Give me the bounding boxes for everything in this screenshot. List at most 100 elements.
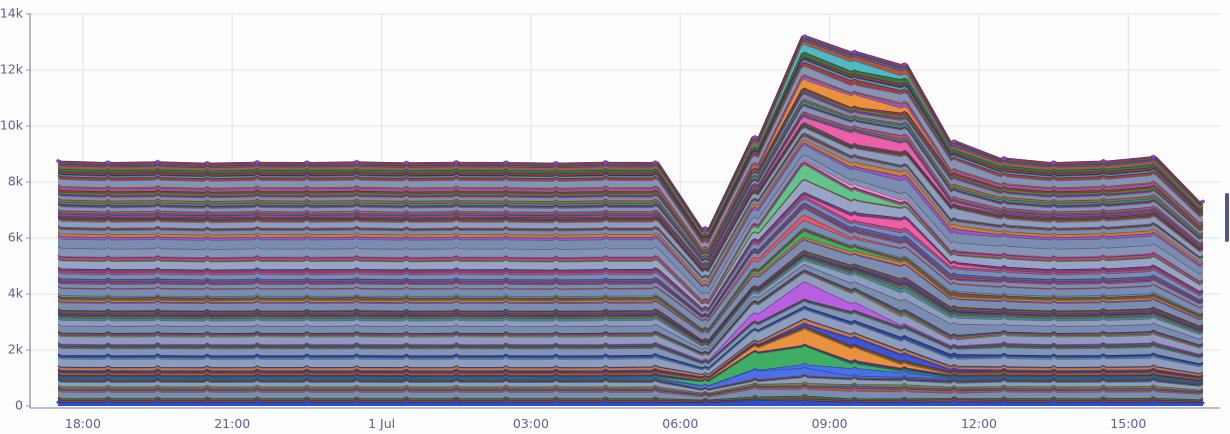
bottom-marker-dot xyxy=(803,399,807,403)
series-boundary-line xyxy=(57,308,1204,371)
area-series xyxy=(58,106,1203,264)
bottom-marker-dot xyxy=(1201,401,1205,405)
series-boundary-line xyxy=(57,127,1204,273)
area-series xyxy=(58,327,1203,380)
area-series xyxy=(58,301,1203,368)
series-boundary-line xyxy=(57,179,1204,305)
series-boundary-line xyxy=(57,164,1204,304)
x-tick-label: 1 Jul xyxy=(368,416,395,431)
top-marker-dot xyxy=(1201,199,1205,204)
series-boundary-line xyxy=(57,255,1204,345)
area-series xyxy=(58,299,1203,365)
bottom-marker-dot xyxy=(56,400,60,404)
series-boundary-line xyxy=(57,381,1204,394)
area-series xyxy=(58,397,1203,403)
top-marker-dot xyxy=(703,226,707,230)
top-marker-dot xyxy=(155,160,160,164)
series-boundary-line xyxy=(57,133,1204,278)
bottom-marker-dot xyxy=(703,401,707,405)
bottom-marker-dot xyxy=(1101,400,1105,404)
area-series xyxy=(58,66,1203,249)
series-boundary-line xyxy=(57,317,1204,375)
x-tick-label: 15:00 xyxy=(1110,416,1146,431)
series-boundary-line xyxy=(57,252,1204,342)
series-boundary-line xyxy=(57,220,1204,322)
series-boundary-line xyxy=(57,323,1204,378)
series-boundary-line xyxy=(57,142,1204,287)
series-boundary-line xyxy=(57,196,1204,311)
bottom-marker-dot xyxy=(1002,400,1006,404)
series-boundary-line xyxy=(57,98,1204,258)
y-tick-label: 8k xyxy=(8,174,24,189)
area-series xyxy=(58,111,1203,265)
series-boundary-line xyxy=(57,281,1204,361)
series-boundary-line xyxy=(57,202,1204,316)
series-boundary-line xyxy=(57,93,1204,256)
y-tick-label: 2k xyxy=(8,342,24,357)
series-boundary-line xyxy=(57,100,1204,259)
series-boundary-line xyxy=(57,61,1204,242)
top-marker-dot xyxy=(1002,156,1006,160)
x-tick-label: 12:00 xyxy=(961,416,997,431)
series-boundary-line xyxy=(57,178,1204,305)
bottom-marker-dot xyxy=(404,400,408,404)
series-boundary-line xyxy=(57,34,1204,229)
series-boundary-line xyxy=(57,318,1204,376)
area-series xyxy=(58,40,1203,235)
area-series xyxy=(58,384,1203,396)
area-series xyxy=(58,62,1203,244)
top-marker-dot xyxy=(504,160,508,165)
series-boundary-line xyxy=(57,51,1204,236)
series-boundary-line xyxy=(57,305,1204,369)
series-boundary-line xyxy=(57,198,1204,313)
x-tick-label: 09:00 xyxy=(812,416,848,431)
series-boundary-line xyxy=(57,78,1204,251)
bottom-marker-dot xyxy=(454,400,458,404)
scrollbar-thumb[interactable] xyxy=(1225,193,1229,242)
series-boundary-line xyxy=(57,91,1204,255)
series-boundary-line xyxy=(57,206,1204,318)
bottom-marker-dot xyxy=(554,400,558,404)
series-boundary-line xyxy=(57,374,1204,391)
area-series xyxy=(58,328,1203,381)
series-boundary-line xyxy=(57,58,1204,240)
series-boundary-line xyxy=(57,239,1204,334)
top-marker-dot xyxy=(454,160,459,164)
area-series xyxy=(58,264,1203,353)
series-boundary-line xyxy=(57,75,1204,250)
top-marker-dot xyxy=(852,50,857,54)
top-marker-dot xyxy=(1101,159,1106,163)
series-boundary-line xyxy=(57,139,1204,283)
y-tick-label: 0 xyxy=(15,398,23,413)
series-boundary-line xyxy=(57,236,1204,332)
bottom-marker-dot xyxy=(604,400,608,404)
bottom-marker-dot xyxy=(653,400,657,404)
series-boundary-line xyxy=(57,253,1204,343)
series-boundary-line xyxy=(57,373,1204,390)
x-tick-label: 06:00 xyxy=(662,416,698,431)
x-tick-label: 18:00 xyxy=(65,416,101,431)
y-tick-label: 10k xyxy=(0,118,24,133)
top-marker-dot xyxy=(952,139,956,144)
series-boundary-line xyxy=(57,74,1204,249)
top-marker-dot xyxy=(404,160,409,165)
series-boundary-line xyxy=(57,105,1204,262)
bottom-marker-dot xyxy=(255,400,259,404)
bottom-marker-dot xyxy=(504,400,508,404)
series-boundary-line xyxy=(57,111,1204,265)
series-boundary-line xyxy=(57,87,1204,252)
series-boundary-line xyxy=(57,115,1204,267)
bottom-marker-dot xyxy=(355,400,359,404)
bottom-marker-dot xyxy=(952,400,956,404)
series-boundary-line xyxy=(57,227,1204,330)
series-boundary-line xyxy=(57,113,1204,266)
top-marker-dot xyxy=(255,160,259,164)
series-boundary-line xyxy=(57,327,1204,380)
area-series xyxy=(58,75,1203,251)
series-boundary-line xyxy=(57,300,1204,365)
series-boundary-line xyxy=(57,325,1204,378)
series-boundary-line xyxy=(57,123,1204,271)
series-boundary-line xyxy=(57,230,1204,332)
series-boundary-line xyxy=(57,89,1204,253)
